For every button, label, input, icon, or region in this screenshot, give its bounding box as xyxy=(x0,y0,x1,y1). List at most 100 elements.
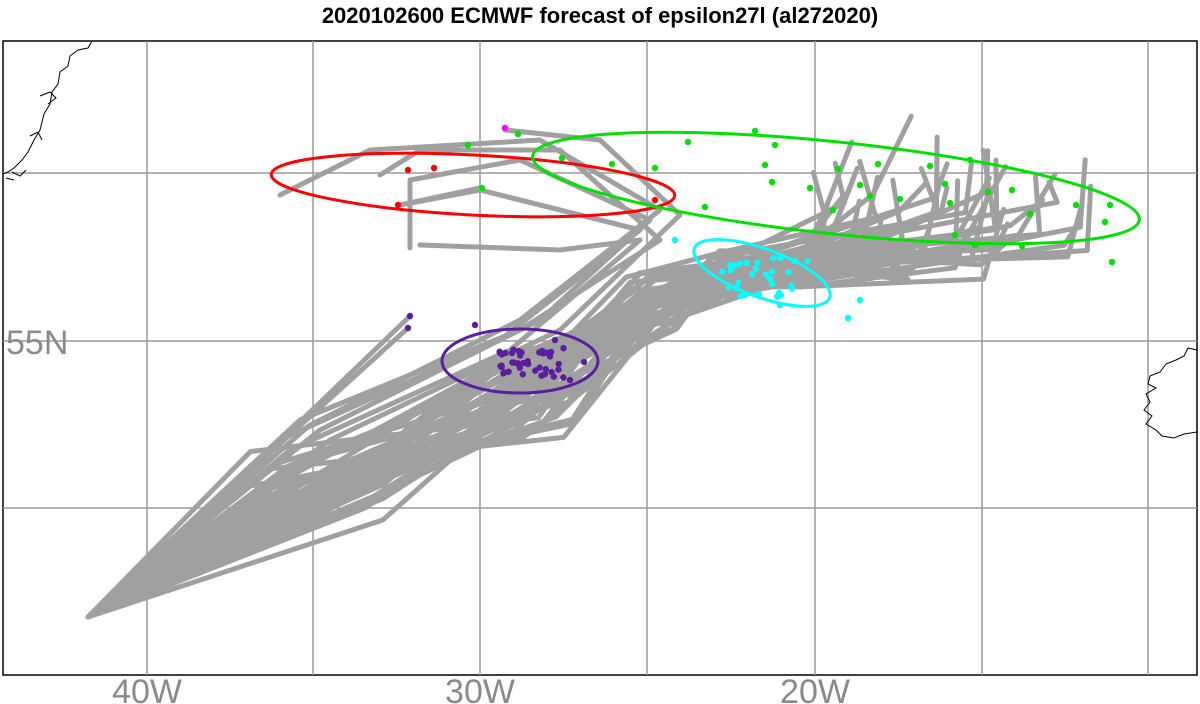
forecast-dot-cyan xyxy=(856,296,864,304)
forecast-dot-cyan xyxy=(776,301,784,309)
lon-label-40w: 40W xyxy=(112,673,182,704)
forecast-dot-green xyxy=(771,141,779,149)
forecast-dot-cyan xyxy=(727,267,734,274)
forecast-dot-green xyxy=(829,206,837,214)
forecast-dot-green xyxy=(1026,210,1034,218)
forecast-dot-cyan xyxy=(791,257,798,264)
forecast-dot-green xyxy=(946,199,954,207)
forecast-dot-purple xyxy=(555,366,562,373)
forecast-dot-cyan xyxy=(766,275,774,282)
forecast-dot-purple xyxy=(404,324,412,332)
forecast-dot-purple xyxy=(532,367,539,374)
forecast-dot-purple xyxy=(498,363,505,371)
ireland-coast xyxy=(1143,347,1198,439)
forecast-dot-cyan xyxy=(719,268,726,275)
forecast-dot-cyan xyxy=(748,271,756,278)
forecast-dot-green xyxy=(866,192,874,200)
forecast-dot-green xyxy=(558,154,566,162)
forecast-dot-purple xyxy=(516,364,523,371)
forecast-dot-cyan xyxy=(743,259,750,267)
ellipse-cyan xyxy=(692,238,832,308)
forecast-dot-purple xyxy=(524,360,532,368)
forecast-dot-green xyxy=(701,203,709,211)
ensemble-track-west xyxy=(85,237,643,620)
map-frame xyxy=(2,40,1198,676)
forecast-dot-magenta xyxy=(501,124,509,132)
forecast-dot-red xyxy=(404,166,412,174)
forecast-dot-cyan xyxy=(788,282,795,289)
ensemble-track xyxy=(85,157,1088,620)
ensemble-track-short xyxy=(85,325,411,620)
forecast-dot-red xyxy=(651,196,659,204)
forecast-dot-purple xyxy=(519,371,526,378)
forecast-dot-cyan xyxy=(741,292,748,299)
forecast-dot-cyan xyxy=(754,259,761,266)
forecast-dot-red xyxy=(430,164,438,172)
forecast-dot-cyan xyxy=(755,291,762,298)
forecast-dot-green xyxy=(806,184,814,192)
forecast-dot-purple xyxy=(510,346,517,353)
forecast-dot-green xyxy=(768,178,776,186)
map-title: 2020102600 ECMWF forecast of epsilon27l … xyxy=(321,3,879,28)
uncertainty-ellipses xyxy=(269,130,1141,395)
forecast-dot-green xyxy=(966,156,974,164)
ensemble-tracks xyxy=(85,113,1094,620)
forecast-dot-green xyxy=(926,162,934,170)
forecast-dot-purple xyxy=(501,369,508,376)
ensemble-track xyxy=(85,189,991,620)
ensemble-track-west xyxy=(85,137,663,620)
ensemble-track xyxy=(85,181,942,620)
forecast-dot-purple xyxy=(551,336,559,344)
forecast-positions xyxy=(394,124,1116,384)
forecast-dot-cyan xyxy=(777,292,785,299)
forecast-dot-red xyxy=(394,201,402,209)
forecast-dot-green xyxy=(1108,258,1116,266)
forecast-dot-purple xyxy=(538,372,545,379)
forecast-dot-cyan xyxy=(777,254,784,262)
forecast-dot-purple xyxy=(471,321,479,329)
forecast-dot-purple xyxy=(560,345,567,352)
ellipse-green xyxy=(531,130,1141,246)
forecast-dot-green xyxy=(984,188,992,196)
forecast-dot-green xyxy=(1018,242,1026,250)
forecast-dot-purple xyxy=(498,351,505,358)
forecast-dot-purple xyxy=(555,360,562,368)
coastlines xyxy=(2,40,1198,439)
greenland-coast xyxy=(2,40,93,175)
forecast-dot-cyan xyxy=(785,268,792,276)
forecast-dot-purple xyxy=(515,347,522,355)
forecast-dot-purple xyxy=(566,376,574,384)
forecast-dot-green xyxy=(941,180,949,188)
forecast-dot-cyan xyxy=(770,254,777,262)
forecast-dot-cyan xyxy=(804,258,811,265)
forecast-dot-green xyxy=(478,184,486,192)
forecast-dot-green xyxy=(874,160,882,168)
lon-label-30w: 30W xyxy=(445,673,515,704)
forecast-dot-green xyxy=(684,138,692,146)
ellipse-purple xyxy=(440,327,600,395)
ensemble-track xyxy=(85,134,940,620)
forecast-dot-green xyxy=(896,195,904,203)
lat-label-55n: 55N xyxy=(6,324,68,362)
forecast-dot-green xyxy=(971,241,979,249)
forecast-dot-cyan xyxy=(844,314,852,322)
ellipse-red xyxy=(269,151,677,219)
forecast-dot-green xyxy=(1008,186,1016,194)
forecast-dot-green xyxy=(514,130,522,138)
forecast-dot-cyan xyxy=(762,271,770,278)
forecast-dot-purple xyxy=(580,358,588,366)
greenland-inlet xyxy=(5,91,57,181)
forecast-dot-cyan xyxy=(752,265,759,272)
forecast-dot-cyan xyxy=(733,285,740,292)
forecast-dot-purple xyxy=(547,348,555,356)
forecast-dot-cyan xyxy=(768,280,776,287)
forecast-dot-cyan xyxy=(731,262,739,269)
forecast-dot-cyan xyxy=(735,279,742,286)
ensemble-track-west xyxy=(85,127,683,620)
forecast-dot-green xyxy=(464,141,472,149)
forecast-dot-purple xyxy=(548,368,555,376)
ensemble-track xyxy=(85,231,877,620)
forecast-dot-green xyxy=(751,127,759,135)
forecast-dot-green xyxy=(608,160,616,168)
